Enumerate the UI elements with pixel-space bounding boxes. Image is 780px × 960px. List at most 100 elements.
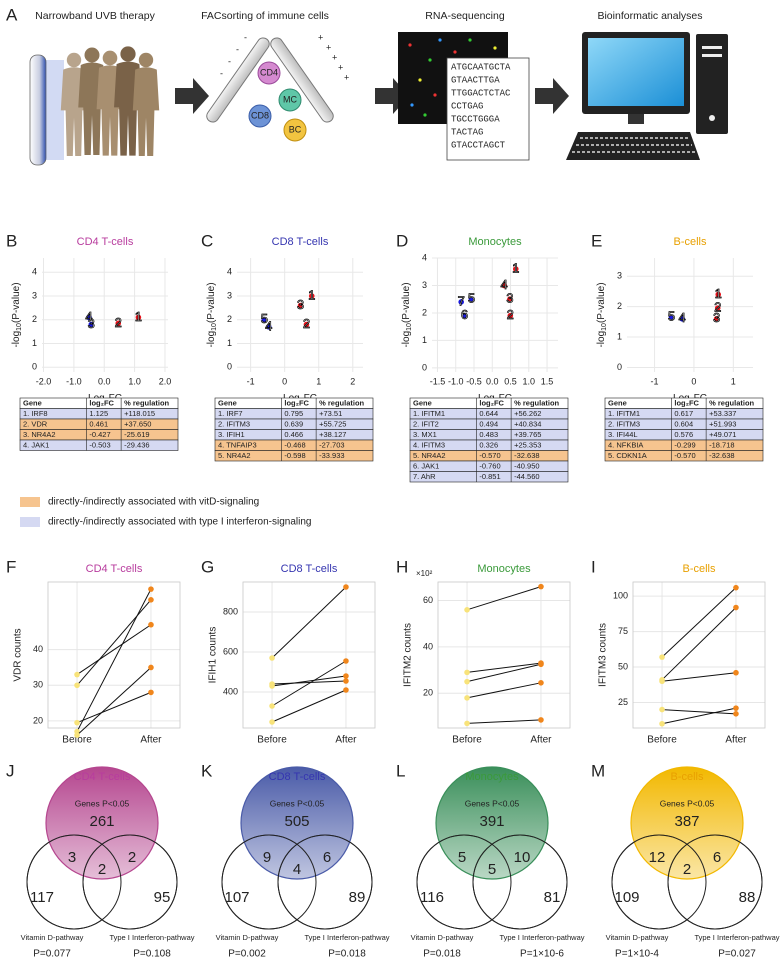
y-tick-label: 50 [618, 661, 628, 671]
dot [428, 58, 432, 62]
table-cell: 2. IFITM3 [218, 420, 250, 429]
p-value: P=1×10-6 [520, 949, 564, 960]
venn-count: 261 [89, 813, 114, 830]
y-tick-label: 3 [32, 290, 37, 300]
point [343, 678, 349, 684]
table-cell: +49.071 [709, 430, 736, 439]
venn-circle [45, 766, 159, 880]
label-part: (P-value) [11, 282, 22, 323]
venn-count: 6 [323, 849, 331, 866]
tube [270, 37, 334, 123]
charge: - [236, 44, 239, 54]
table-cell: 1. IFITM1 [608, 409, 640, 418]
venn-outline [416, 834, 512, 930]
y-tick-label: 0 [617, 362, 622, 372]
venn-count: 81 [544, 889, 561, 906]
venn-outline [82, 834, 178, 930]
x-tick-label: 1 [731, 376, 736, 386]
table-cell: 2. VDR [23, 420, 48, 429]
point-label: 2 [303, 316, 310, 331]
venn-count: 2 [98, 861, 106, 878]
charge: - [228, 56, 231, 66]
x-tick-label: -1 [247, 376, 255, 386]
pair-line [662, 709, 736, 715]
dot [408, 43, 412, 47]
x-tick-label: 1.5 [541, 376, 554, 386]
venn-count: 4 [293, 861, 301, 878]
x-tick-label: 0.0 [486, 376, 499, 386]
sequence: TACTAG [451, 127, 483, 137]
point-label: 2 [714, 300, 721, 315]
x-tick-label: -1 [651, 376, 659, 386]
power-button [709, 115, 715, 121]
label-part: (P-value) [206, 282, 217, 323]
label-part: -log [596, 331, 607, 348]
plot-frame [242, 581, 376, 729]
set-label: Genes P<0.05 [465, 798, 520, 808]
venn-count: 387 [674, 813, 699, 830]
table-cell: 0.494 [479, 420, 498, 429]
pair-line [661, 607, 737, 681]
panel-letter: I [591, 557, 596, 576]
table-cell: 0.466 [284, 430, 303, 439]
y-tick-label: 40 [423, 641, 433, 651]
point [148, 664, 154, 671]
label-part: (P-value) [401, 282, 412, 323]
dot [433, 93, 437, 97]
y-tick-label: 3 [422, 280, 427, 290]
x-tick-label: 0.5 [504, 376, 517, 386]
venn-count: 95 [154, 889, 171, 906]
set-label: Type I Interferon-pathway [304, 933, 389, 942]
point [343, 584, 349, 590]
drive [702, 54, 722, 57]
drive [702, 46, 722, 49]
pair-line [271, 689, 347, 723]
table-cell: 3. MX1 [413, 430, 437, 439]
y-tick-label: 0 [32, 362, 37, 372]
y-tick-label: 1 [422, 335, 427, 345]
charge: + [318, 32, 323, 42]
chart-title: Monocytes [465, 771, 519, 783]
panel-letter: J [6, 761, 15, 780]
y-tick-label: 2 [227, 314, 232, 324]
table-header: log₂FC [284, 399, 309, 408]
dot [423, 113, 427, 117]
point [261, 316, 268, 323]
step-label: Narrowband UVB therapy [35, 10, 155, 22]
table-header: Gene [608, 399, 627, 408]
legend-swatch [20, 497, 40, 507]
venn-outline [611, 834, 707, 930]
table-header: Gene [23, 399, 42, 408]
point [507, 312, 514, 319]
sequence: TGCCTGGGA [451, 114, 500, 124]
chart-title: B-cells [673, 236, 707, 248]
table-cell: -32.638 [514, 451, 539, 460]
table-cell: 0.326 [479, 441, 498, 450]
chart-title: CD8 T-cells [281, 563, 338, 575]
chart-title: B-cells [670, 771, 704, 783]
table-cell: +56.262 [514, 409, 541, 418]
y-axis-label: -log10(P-value) [401, 282, 414, 347]
cell [257, 61, 281, 85]
table-row [604, 450, 764, 462]
table-header: Gene [413, 399, 432, 408]
y-axis-label: -log10(P-value) [11, 282, 24, 347]
p-value: P=0.108 [133, 949, 171, 960]
point [148, 621, 154, 628]
x-tick-label: After [335, 735, 357, 746]
y-tick-label: 3 [617, 271, 622, 281]
p-value: P=0.002 [228, 949, 266, 960]
label-part: 10 [211, 323, 218, 331]
table-header: % regulation [709, 399, 754, 408]
set-label: Vitamin D-pathway [411, 933, 474, 942]
dot [418, 78, 422, 82]
pair-line [466, 662, 542, 673]
tube [206, 37, 270, 123]
panel-letter: F [6, 557, 16, 576]
y-tick-label: 4 [32, 267, 37, 277]
point [659, 720, 665, 727]
pair-line [661, 672, 737, 682]
point [343, 687, 349, 693]
venn-outline [221, 834, 317, 930]
